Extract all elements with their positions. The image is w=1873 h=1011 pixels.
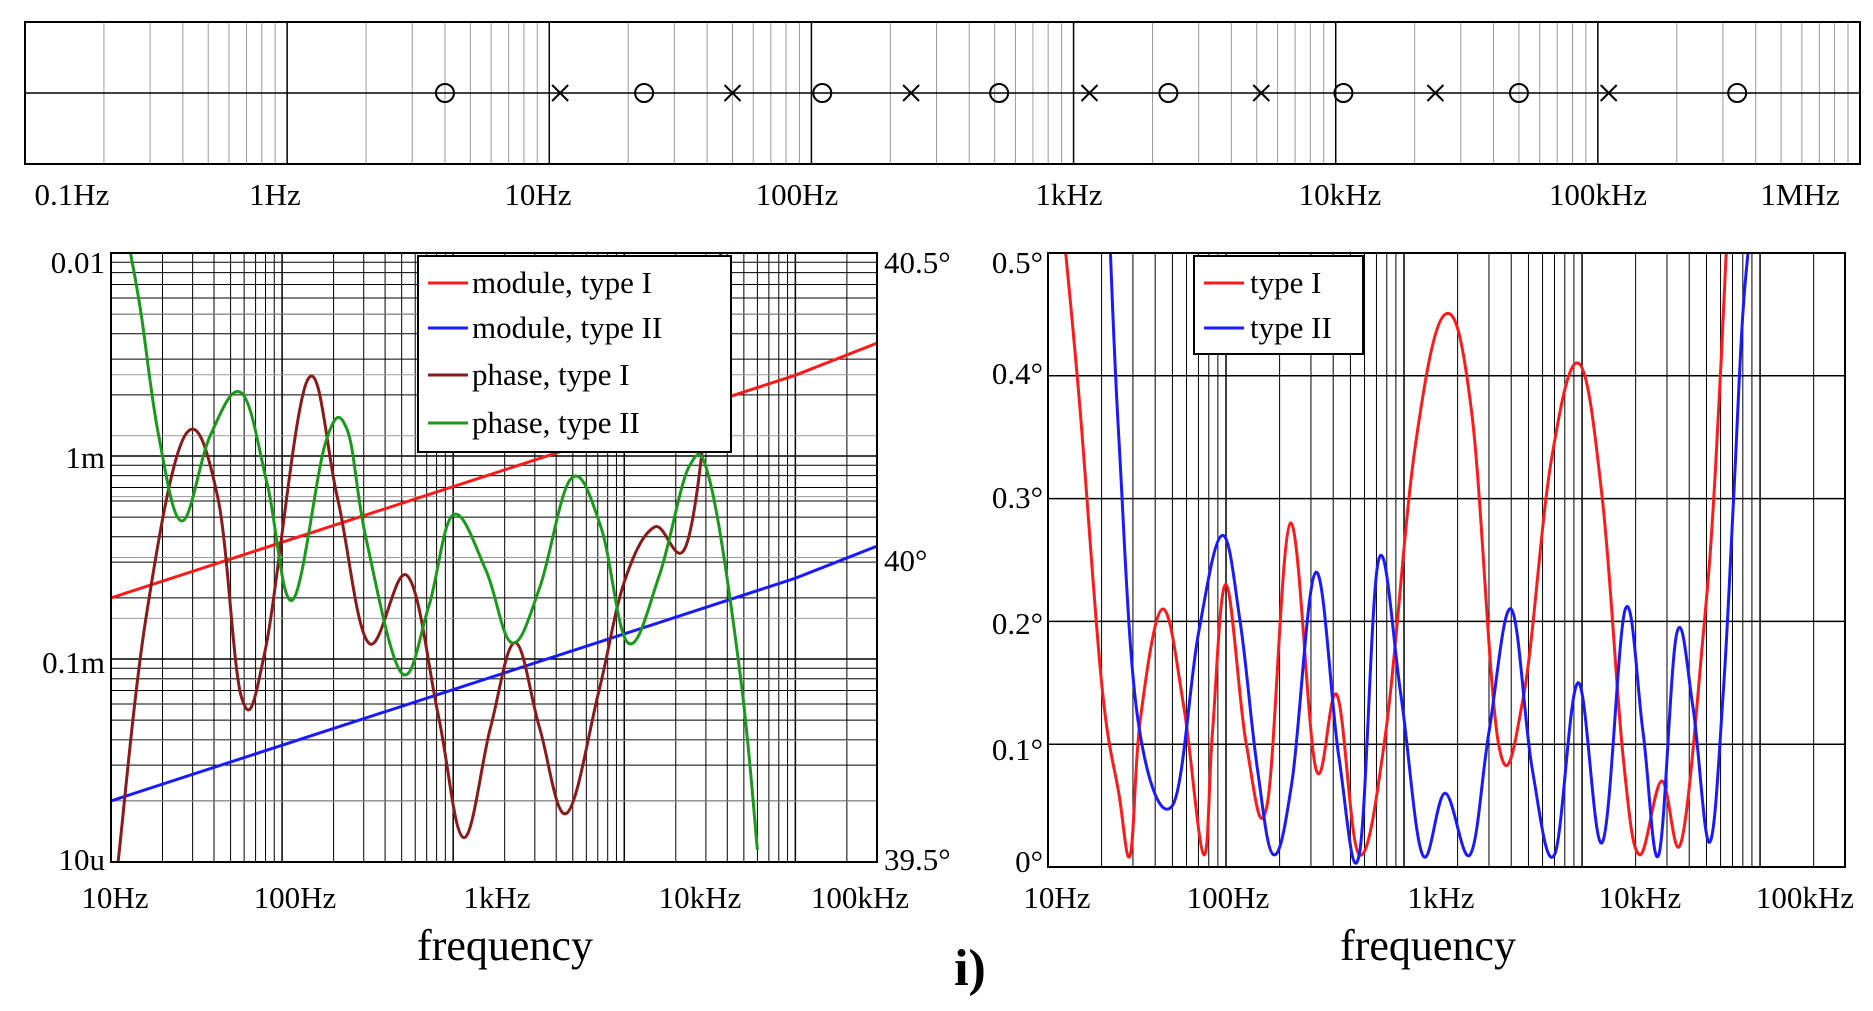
right-x-axis-label: frequency <box>1340 921 1516 970</box>
right-y-tick-labels: 40.5° 40° 39.5° <box>884 245 951 877</box>
zero-marker <box>1508 83 1529 103</box>
legend-label-type-2: type II <box>1250 310 1332 345</box>
left-x-tick-label: 100kHz <box>811 880 909 915</box>
pz-markers <box>434 83 1748 103</box>
left-series <box>111 253 877 862</box>
left-legend: module, type I module, type II phase, ty… <box>417 255 732 453</box>
pz-tick-label: 1kHz <box>1035 177 1102 212</box>
series-module-type-1 <box>111 341 877 600</box>
right-plot-x-tick-label: 10Hz <box>1023 880 1090 915</box>
right-plot-x-tick-label: 10kHz <box>1599 880 1682 915</box>
right-y-tick-label: 40.5° <box>884 245 951 280</box>
pz-tick-label: 10kHz <box>1299 177 1382 212</box>
left-y-tick-label: 0.1m <box>42 645 105 680</box>
left-x-tick-labels: 10Hz 100Hz 1kHz 10kHz 100kHz <box>81 880 909 915</box>
series-type-1 <box>1064 253 1728 859</box>
left-legend-box <box>417 255 732 453</box>
left-y-tick-labels: 0.01 1m 0.1m 10u <box>42 245 105 877</box>
pz-tick-label: 10Hz <box>504 177 571 212</box>
series-type-2 <box>1108 253 1750 865</box>
left-x-tick-label: 100Hz <box>254 880 337 915</box>
zero-marker <box>1727 83 1748 103</box>
pole-marker <box>1080 84 1099 102</box>
pole-marker <box>1252 84 1270 102</box>
series-phase-type-2 <box>129 253 759 850</box>
pole-marker <box>1600 84 1618 102</box>
left-frame <box>110 252 878 863</box>
zero-marker <box>1333 83 1354 103</box>
zero-marker <box>634 83 655 103</box>
legend-label-phase-type-1: phase, type I <box>472 357 630 392</box>
right-grid <box>1048 253 1845 867</box>
pole-marker <box>1426 84 1445 102</box>
pz-tick-labels: 0.1Hz 1Hz 10Hz 100Hz 1kHz 10kHz 100kHz 1… <box>35 177 1840 212</box>
legend-label-type-1: type I <box>1250 265 1321 300</box>
zero-marker <box>989 83 1010 103</box>
series-phase-type-1 <box>116 253 723 862</box>
right-plot-y-tick-label: 0.1° <box>992 732 1043 767</box>
zero-marker <box>1158 83 1179 103</box>
legend-label-module-type-1: module, type I <box>472 265 652 300</box>
pz-tick-label: 1MHz <box>1760 177 1839 212</box>
right-legend: type I type II <box>1193 255 1364 355</box>
right-y-tick-label: 39.5° <box>884 842 951 877</box>
left-x-tick-label: 1kHz <box>463 880 530 915</box>
right-plot-x-tick-labels: 10Hz 100Hz 1kHz 10kHz 100kHz <box>1023 880 1854 915</box>
zero-marker <box>434 83 455 103</box>
left-y-tick-label: 0.01 <box>51 245 105 280</box>
pole-marker <box>551 84 569 102</box>
right-plot-y-tick-label: 0.2° <box>992 606 1043 641</box>
zero-marker <box>812 83 833 103</box>
right-y-tick-label: 40° <box>884 543 927 578</box>
right-plot-y-tick-label: 0.4° <box>992 356 1043 391</box>
phase-error-plot: 0.5° 0.4° 0.3° 0.2° 0.1° 0° 10Hz 100Hz 1… <box>992 245 1854 970</box>
pole-marker <box>723 84 742 102</box>
pz-tick-label: 1Hz <box>249 177 301 212</box>
right-plot-y-tick-label: 0.5° <box>992 245 1043 280</box>
right-plot-x-tick-label: 1kHz <box>1407 880 1474 915</box>
module-phase-plot: 0.01 1m 0.1m 10u 40.5° 40° 39.5° 10Hz 10… <box>42 245 951 970</box>
left-y-tick-label: 10u <box>59 842 106 877</box>
pole-marker <box>902 84 920 102</box>
left-x-tick-label: 10Hz <box>81 880 148 915</box>
right-frame <box>1047 252 1846 868</box>
left-x-tick-label: 10kHz <box>659 880 742 915</box>
pz-grid <box>25 22 1860 164</box>
legend-label-module-type-2: module, type II <box>472 310 662 345</box>
right-plot-y-tick-label: 0.3° <box>992 480 1043 515</box>
pz-tick-label: 100kHz <box>1549 177 1647 212</box>
figure-label: i) <box>954 940 986 997</box>
right-plot-y-tick-label: 0° <box>1015 844 1043 879</box>
left-y-tick-label: 1m <box>65 440 105 475</box>
right-legend-box <box>1193 255 1364 355</box>
legend-label-phase-type-2: phase, type II <box>472 405 640 440</box>
pz-frame <box>24 21 1861 165</box>
right-plot-x-tick-label: 100Hz <box>1187 880 1270 915</box>
pz-tick-label: 0.1Hz <box>35 177 110 212</box>
right-series <box>1064 253 1750 865</box>
right-plot-y-tick-labels: 0.5° 0.4° 0.3° 0.2° 0.1° 0° <box>992 245 1043 879</box>
pole-zero-map: 0.1Hz 1Hz 10Hz 100Hz 1kHz 10kHz 100kHz 1… <box>24 21 1861 212</box>
pz-tick-label: 100Hz <box>756 177 839 212</box>
series-module-type-2 <box>111 544 877 803</box>
left-x-axis-label: frequency <box>417 921 593 970</box>
right-plot-x-tick-label: 100kHz <box>1756 880 1854 915</box>
